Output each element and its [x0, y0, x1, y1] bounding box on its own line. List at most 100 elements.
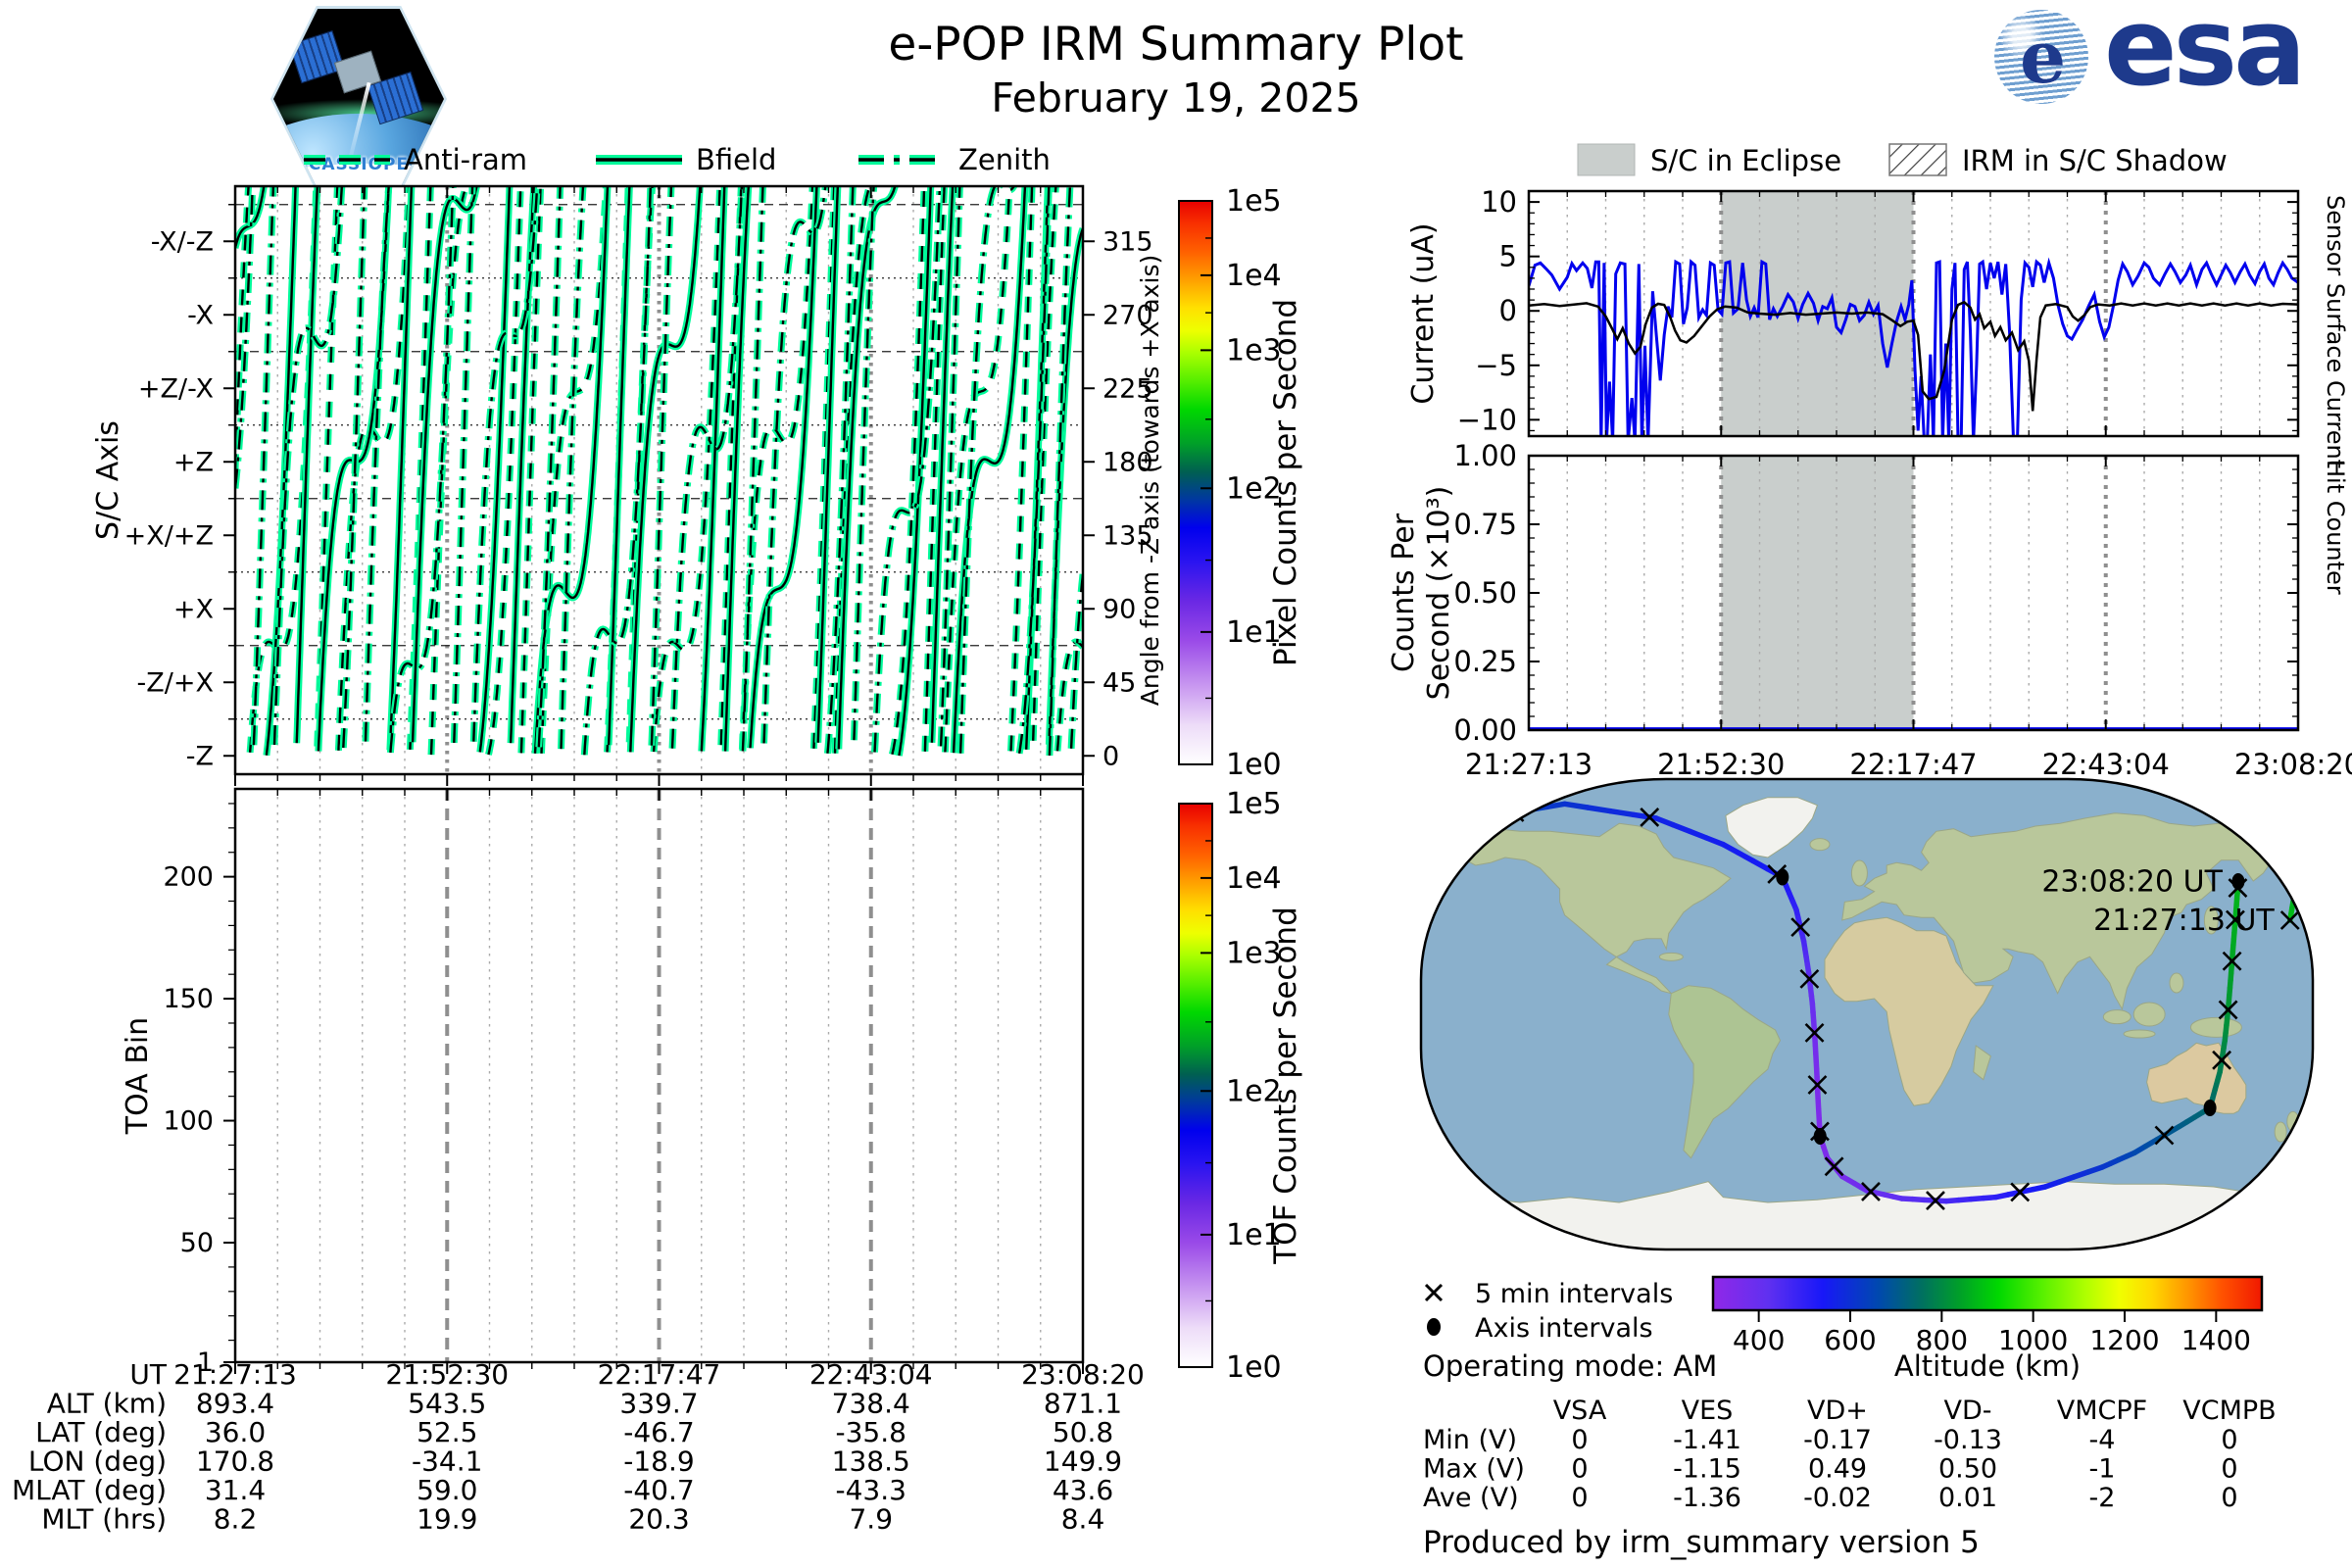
- ephemeris-value: 871.1: [1044, 1388, 1122, 1420]
- ephemeris-value: 149.9: [1044, 1446, 1122, 1478]
- track-segment: [1653, 815, 1676, 828]
- angle-tick-label: 0: [1102, 741, 1119, 771]
- island: [1850, 859, 1868, 887]
- south-america: [1668, 985, 1782, 1159]
- legend-label: Zenith: [958, 143, 1051, 176]
- ephemeris-value: 19.9: [416, 1503, 477, 1536]
- y-tick-label: 0.50: [1453, 576, 1517, 610]
- ephemeris-value: 22:43:04: [809, 1358, 933, 1391]
- sc-axis-tick-label: -Z: [186, 741, 214, 771]
- voltage-value: -2: [2089, 1483, 2116, 1513]
- track-segment: [1481, 812, 1498, 823]
- voltage-value: 0.49: [1808, 1454, 1867, 1485]
- voltage-value: 0: [2221, 1454, 2237, 1485]
- track-segment: [2308, 846, 2313, 854]
- voltage-column-header: VD+: [1807, 1396, 1868, 1426]
- island: [2102, 1009, 2132, 1025]
- series-Sensor Surface Current: [1529, 300, 2298, 412]
- toa-tick-label: 100: [163, 1106, 214, 1137]
- ephemeris-value: 21:27:13: [173, 1358, 297, 1391]
- track-segment: [1544, 801, 1568, 810]
- axis-interval-marker: [2203, 1099, 2217, 1116]
- eclipse-legend: S/C in Eclipse IRM in S/C Shadow: [1577, 143, 2228, 177]
- ephemeris-value: 893.4: [196, 1388, 274, 1420]
- ephemeris-value: 738.4: [832, 1388, 910, 1420]
- ephemeris-value: 138.5: [832, 1446, 910, 1478]
- toa-tick-label: 200: [163, 862, 214, 893]
- five-min-marker: [2288, 870, 2309, 891]
- five-min-marker: [2279, 910, 2300, 930]
- ephemeris-value: 8.2: [214, 1503, 258, 1536]
- five-min-marker: [1790, 917, 1811, 938]
- right-axis-label: Sensor Surface Current: [2322, 195, 2349, 468]
- angle-tick-label: 45: [1102, 667, 1136, 698]
- legend-label: IRM in S/C Shadow: [1962, 144, 2228, 177]
- sc-axis-tick-label: -X: [187, 300, 214, 330]
- esa-wordmark: esa: [2104, 0, 2306, 110]
- track-segment: [2306, 849, 2313, 857]
- five-min-marker: [2222, 951, 2242, 971]
- right-axis-label: Hit Counter: [2322, 460, 2349, 595]
- ephemeris-value: 31.4: [205, 1474, 266, 1506]
- voltage-value: -1.41: [1673, 1425, 1741, 1455]
- attitude-ylabel: S/C Axis: [91, 420, 125, 540]
- track-segment: [2292, 880, 2300, 893]
- ephemeris-row-label: LAT (deg): [35, 1416, 167, 1448]
- plot-counts: 0.00 0.25 0.50 0.75 1.00 Hit Counter Detect Co…: [1453, 439, 2352, 747]
- eurasia: [1841, 812, 2311, 1011]
- sc-axis-tick-label: +Z: [173, 447, 214, 477]
- track-segment: [2309, 845, 2313, 853]
- africa: [1824, 916, 1994, 1106]
- ephemeris-value: -34.1: [412, 1446, 482, 1478]
- voltage-table: VSA VES VD+ VD- VMCPF VCMPB Min (V) 0 -1.41 -0.17…: [1423, 1396, 2277, 1560]
- madagascar: [1973, 1045, 1991, 1081]
- legend-label: Anti-ram: [404, 143, 527, 176]
- y-tick-label: 0.00: [1453, 713, 1517, 747]
- ephemeris-value: 339.7: [619, 1388, 698, 1420]
- five-min-marker: [2218, 1000, 2238, 1020]
- map-outline: [1419, 777, 2315, 1251]
- voltage-value: 0.01: [1938, 1483, 1997, 1513]
- legend-label: S/C in Eclipse: [1650, 144, 1841, 177]
- cb-tick-label: 1e0: [1226, 1350, 1282, 1385]
- five-min-marker: [1640, 807, 1660, 827]
- track-segment: [1670, 821, 1693, 835]
- y-tick-label: 0: [1499, 294, 1517, 327]
- sc-axis-tick-label: +X/+Z: [124, 520, 214, 551]
- colorbar-cb_tof: 1e0 1e1 1e2 1e3 1e4 1e5 TOF Counts per Second: [1178, 787, 1303, 1385]
- sc-axis-tick-label: +X: [173, 594, 214, 624]
- ephemeris-value: 22:17:47: [598, 1358, 721, 1391]
- series-line-Zenith: [235, 186, 1083, 757]
- eclipse-filled-swatch: [1577, 143, 1636, 176]
- island: [1658, 952, 1684, 961]
- page-date: February 19, 2025: [991, 74, 1361, 122]
- toa-tick-label: 150: [163, 984, 214, 1014]
- ephemeris-row-label: UT: [129, 1358, 167, 1391]
- island: [2169, 972, 2184, 994]
- series-Sensor Surface Current x 5: [1529, 257, 2298, 436]
- time-tick-label: 22:43:04: [2042, 748, 2170, 781]
- voltage-column-header: VMCPF: [2057, 1396, 2147, 1426]
- alt-tick-label: 1400: [2181, 1324, 2251, 1356]
- track-segment: [1607, 808, 1637, 818]
- island: [2189, 1016, 2242, 1038]
- track-segment: [1585, 805, 1614, 814]
- y-tick-label: 1.00: [1453, 439, 1517, 472]
- cb-label: TOF Counts per Second: [1268, 906, 1303, 1265]
- cb-label: Pixel Counts per Second: [1268, 299, 1303, 666]
- counts-ylabel: Second (×10³): [1422, 486, 1456, 701]
- track-segment: [1687, 828, 1710, 841]
- voltage-row-label: Ave (V): [1423, 1483, 1519, 1513]
- five-min-marker: [1861, 1181, 1881, 1201]
- dot-marker-icon: [1427, 1318, 1441, 1336]
- island: [2203, 906, 2219, 935]
- sc-axis-tick-label: +Z/-X: [138, 373, 214, 404]
- alt-tick-label: 1200: [2089, 1324, 2159, 1356]
- ephemeris-value: -46.7: [623, 1416, 694, 1448]
- shadow-hatched-swatch: [1888, 143, 1947, 176]
- track-segment: [1561, 801, 1591, 810]
- ephemeris-value: 59.0: [416, 1474, 477, 1506]
- cb-tick-label: 1e5: [1226, 787, 1282, 821]
- cb-tick-label: 1e1: [1226, 615, 1282, 650]
